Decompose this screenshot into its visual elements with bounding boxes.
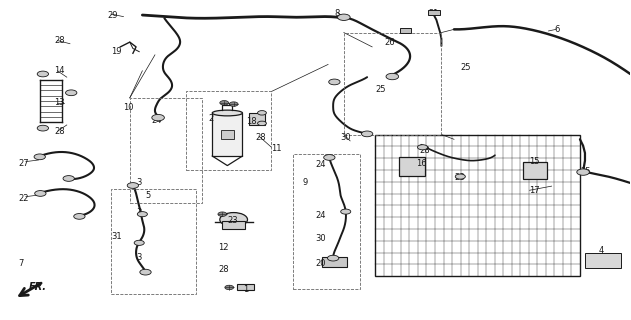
Text: 28: 28 xyxy=(54,36,65,45)
Text: 29: 29 xyxy=(108,11,118,20)
Circle shape xyxy=(63,176,74,181)
Text: 23: 23 xyxy=(227,216,238,225)
Text: 9: 9 xyxy=(303,178,308,187)
Bar xyxy=(400,28,411,33)
Circle shape xyxy=(218,212,227,216)
Bar xyxy=(428,10,440,15)
Circle shape xyxy=(329,79,340,85)
Bar xyxy=(186,92,271,170)
Bar xyxy=(585,253,622,268)
Circle shape xyxy=(140,269,151,275)
Text: 28: 28 xyxy=(218,265,228,275)
Bar xyxy=(523,162,547,179)
Circle shape xyxy=(327,255,339,261)
Text: 22: 22 xyxy=(18,194,29,203)
Text: 28: 28 xyxy=(54,127,65,136)
Bar xyxy=(399,157,425,176)
Text: 24: 24 xyxy=(316,211,326,220)
Bar xyxy=(221,130,233,139)
Circle shape xyxy=(225,285,233,290)
Text: 3: 3 xyxy=(136,208,141,217)
Circle shape xyxy=(456,174,465,179)
Text: 16: 16 xyxy=(416,159,427,168)
Text: 27: 27 xyxy=(18,159,29,168)
Text: 21: 21 xyxy=(429,9,439,18)
Circle shape xyxy=(37,71,49,77)
Bar xyxy=(249,113,265,125)
Circle shape xyxy=(362,131,373,137)
Text: 25: 25 xyxy=(460,63,471,72)
Circle shape xyxy=(138,212,148,217)
Text: 15: 15 xyxy=(529,157,540,166)
Text: 12: 12 xyxy=(218,243,228,252)
Bar xyxy=(322,257,347,267)
Text: 11: 11 xyxy=(271,144,282,153)
Text: 24: 24 xyxy=(152,116,162,125)
Text: 25: 25 xyxy=(375,85,386,94)
Bar xyxy=(375,134,580,276)
Text: 4: 4 xyxy=(599,246,604,255)
Text: 8: 8 xyxy=(334,9,339,18)
Circle shape xyxy=(220,212,247,227)
Circle shape xyxy=(152,115,165,121)
Text: 3: 3 xyxy=(136,253,141,262)
Ellipse shape xyxy=(212,110,242,116)
Text: FR.: FR. xyxy=(29,283,47,292)
Circle shape xyxy=(74,213,85,219)
Circle shape xyxy=(341,209,351,214)
Bar xyxy=(130,98,202,203)
Text: 5: 5 xyxy=(146,190,151,200)
Circle shape xyxy=(324,155,335,160)
Text: 6: 6 xyxy=(555,25,560,34)
Text: 18: 18 xyxy=(246,117,257,126)
Circle shape xyxy=(66,90,77,96)
Bar xyxy=(212,113,242,156)
Circle shape xyxy=(37,125,49,131)
Circle shape xyxy=(577,169,589,175)
Text: 20: 20 xyxy=(316,259,326,268)
Text: 28: 28 xyxy=(420,146,430,155)
Circle shape xyxy=(257,121,266,125)
Circle shape xyxy=(257,111,266,115)
Circle shape xyxy=(229,102,238,106)
Circle shape xyxy=(34,154,45,160)
Bar xyxy=(111,189,196,294)
Text: 1: 1 xyxy=(243,284,249,293)
Bar xyxy=(222,221,245,228)
Text: 3: 3 xyxy=(136,178,141,187)
Circle shape xyxy=(386,73,399,80)
Text: 7: 7 xyxy=(18,259,24,268)
Circle shape xyxy=(220,100,228,105)
Circle shape xyxy=(134,240,144,245)
Circle shape xyxy=(338,14,350,20)
Text: 30: 30 xyxy=(316,234,326,243)
Text: 28: 28 xyxy=(256,133,266,142)
Text: 10: 10 xyxy=(124,103,134,112)
Text: 24: 24 xyxy=(316,160,326,169)
Text: 14: 14 xyxy=(54,66,65,75)
Bar xyxy=(293,154,360,289)
Text: 28: 28 xyxy=(454,173,464,182)
Text: 13: 13 xyxy=(54,98,65,107)
Text: 31: 31 xyxy=(111,232,122,241)
Circle shape xyxy=(418,145,428,150)
Text: 19: 19 xyxy=(111,47,121,56)
Circle shape xyxy=(35,191,46,196)
Text: 26: 26 xyxy=(385,38,396,47)
Text: 30: 30 xyxy=(341,133,351,142)
Text: 25: 25 xyxy=(580,167,591,176)
Bar xyxy=(237,284,254,290)
Circle shape xyxy=(127,183,139,188)
Text: 17: 17 xyxy=(529,186,540,195)
Text: 2: 2 xyxy=(208,114,214,123)
Bar xyxy=(344,33,442,134)
